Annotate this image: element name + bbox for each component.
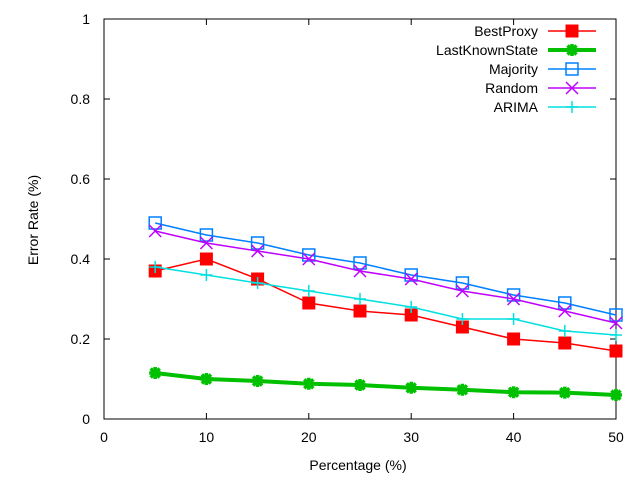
series-line-majority: [155, 222, 617, 316]
data-point-arima: [354, 293, 366, 305]
series-line-arima: [155, 266, 617, 336]
legend-marker-majority: [565, 62, 579, 76]
data-point-majority: [250, 236, 265, 250]
data-point-majority: [404, 268, 418, 282]
y-tick-label: 0: [82, 411, 90, 427]
data-point-last-known-state: [200, 373, 213, 385]
x-tick-label: 40: [506, 429, 522, 445]
data-point-majority: [455, 276, 470, 290]
data-point-random: [148, 224, 162, 238]
legend: BestProxy LastKnownState Majority Random ARI…: [436, 23, 596, 115]
series-arima: [149, 261, 622, 341]
data-point-random: [558, 304, 572, 318]
x-tick-label: 30: [403, 429, 419, 445]
data-point-last-known-state: [610, 389, 622, 401]
data-point-random: [302, 252, 316, 266]
legend-marker-last-known-state: [566, 44, 578, 56]
x-tick-label: 20: [301, 429, 317, 445]
data-point-arima: [200, 269, 213, 281]
legend-marker-arima: [566, 101, 578, 113]
data-point-majority: [302, 248, 316, 262]
y-tick-label: 0.2: [71, 331, 91, 347]
data-point-last-known-state: [302, 377, 315, 390]
data-point-arima: [507, 313, 520, 325]
axis-ticks: 0 10 20 30 40 50 0 0.2 0.4 0.6 0.8 1: [71, 11, 624, 445]
y-axis-label: Error Rate (%): [25, 175, 41, 265]
x-axis-label: Percentage (%): [309, 457, 406, 473]
data-point-last-known-state: [149, 367, 162, 379]
data-point-arima: [302, 285, 315, 297]
data-point-last-known-state: [456, 383, 469, 396]
data-point-last-known-state: [507, 386, 520, 399]
data-point-random: [199, 236, 213, 250]
legend-entry-majority: Majority: [489, 61, 596, 77]
data-point-arima: [405, 301, 418, 313]
data-point-best-proxy: [609, 344, 623, 358]
series-line-last-known-state: [154, 371, 617, 397]
data-point-random: [353, 264, 367, 278]
legend-label-arima: ARIMA: [494, 99, 539, 115]
data-point-last-known-state: [251, 375, 264, 387]
y-tick-label: 0.8: [71, 91, 91, 107]
plot-axes: [103, 18, 617, 420]
legend-label-random: Random: [485, 80, 538, 96]
data-point-random: [404, 272, 418, 286]
data-point-random: [251, 244, 265, 258]
legend-entry-random: Random: [485, 80, 596, 96]
y-tick-label: 0.4: [71, 251, 91, 267]
series-layer: [148, 216, 623, 401]
data-point-best-proxy: [507, 332, 521, 346]
data-point-arima: [149, 261, 162, 273]
data-point-best-proxy: [199, 252, 213, 266]
legend-marker-best-proxy: [565, 24, 579, 38]
data-point-random: [609, 316, 623, 330]
data-point-last-known-state: [354, 379, 366, 391]
series-best-proxy: [148, 252, 623, 358]
x-tick-label: 50: [608, 429, 624, 445]
data-point-last-known-state: [405, 381, 418, 394]
x-tick-label: 10: [199, 429, 215, 445]
series-majority: [148, 216, 623, 322]
data-point-random: [507, 292, 521, 306]
data-point-arima: [456, 313, 469, 325]
series-last-known-state: [149, 367, 622, 401]
y-tick-label: 1: [82, 11, 90, 27]
data-point-majority: [353, 256, 367, 270]
data-point-majority: [558, 296, 572, 310]
data-point-majority: [199, 228, 214, 242]
data-point-last-known-state: [558, 386, 571, 399]
data-point-random: [455, 284, 469, 298]
legend-entry-best-proxy: BestProxy: [474, 23, 596, 39]
data-point-arima: [251, 277, 264, 289]
data-point-best-proxy: [302, 296, 316, 310]
legend-entry-arima: ARIMA: [494, 99, 596, 115]
plot-frame: [103, 18, 617, 420]
series-random: [148, 224, 623, 330]
data-point-best-proxy: [353, 304, 367, 318]
data-point-arima: [558, 325, 571, 337]
data-point-majority: [506, 288, 521, 302]
legend-entry-last-known-state: LastKnownState: [436, 42, 596, 58]
data-point-arima: [610, 329, 622, 341]
series-line-best-proxy: [155, 258, 617, 352]
legend-label-majority: Majority: [489, 61, 538, 77]
legend-label-last-known-state: LastKnownState: [436, 42, 538, 58]
y-tick-label: 0.6: [71, 171, 91, 187]
legend-marker-random: [565, 81, 579, 95]
series-line-random: [155, 230, 617, 324]
x-tick-label: 0: [100, 429, 108, 445]
data-point-best-proxy: [558, 336, 572, 350]
data-point-majority: [609, 308, 623, 322]
data-point-majority: [148, 216, 162, 230]
legend-label-best-proxy: BestProxy: [474, 23, 538, 39]
